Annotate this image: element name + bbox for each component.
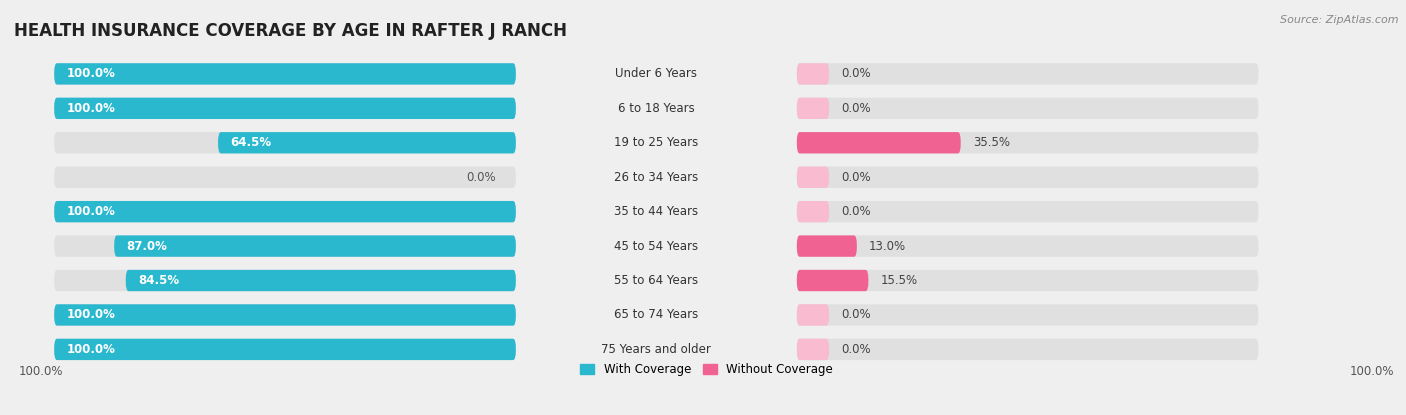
Legend: With Coverage, Without Coverage: With Coverage, Without Coverage: [575, 358, 838, 381]
FancyBboxPatch shape: [797, 270, 1258, 291]
FancyBboxPatch shape: [797, 63, 830, 85]
Text: 35.5%: 35.5%: [973, 136, 1010, 149]
FancyBboxPatch shape: [797, 270, 869, 291]
Text: 19 to 25 Years: 19 to 25 Years: [614, 136, 699, 149]
Text: 6 to 18 Years: 6 to 18 Years: [619, 102, 695, 115]
FancyBboxPatch shape: [797, 98, 1258, 119]
Text: 100.0%: 100.0%: [66, 102, 115, 115]
Text: 26 to 34 Years: 26 to 34 Years: [614, 171, 699, 184]
Text: 100.0%: 100.0%: [66, 67, 115, 81]
Text: 84.5%: 84.5%: [138, 274, 179, 287]
Text: 100.0%: 100.0%: [66, 308, 115, 322]
FancyBboxPatch shape: [55, 201, 516, 222]
FancyBboxPatch shape: [797, 63, 1258, 85]
Text: 100.0%: 100.0%: [66, 205, 115, 218]
FancyBboxPatch shape: [55, 132, 516, 154]
Text: 13.0%: 13.0%: [869, 239, 905, 253]
Text: 0.0%: 0.0%: [841, 308, 870, 322]
FancyBboxPatch shape: [55, 201, 516, 222]
FancyBboxPatch shape: [55, 304, 516, 326]
FancyBboxPatch shape: [797, 201, 1258, 222]
FancyBboxPatch shape: [55, 63, 516, 85]
FancyBboxPatch shape: [797, 201, 830, 222]
FancyBboxPatch shape: [797, 132, 1258, 154]
FancyBboxPatch shape: [797, 339, 1258, 360]
FancyBboxPatch shape: [55, 304, 516, 326]
FancyBboxPatch shape: [55, 98, 516, 119]
FancyBboxPatch shape: [797, 235, 1258, 257]
FancyBboxPatch shape: [55, 98, 516, 119]
Text: 64.5%: 64.5%: [231, 136, 271, 149]
Text: 0.0%: 0.0%: [841, 343, 870, 356]
Text: 75 Years and older: 75 Years and older: [602, 343, 711, 356]
FancyBboxPatch shape: [114, 235, 516, 257]
Text: Under 6 Years: Under 6 Years: [616, 67, 697, 81]
Text: 100.0%: 100.0%: [1350, 365, 1393, 378]
Text: 65 to 74 Years: 65 to 74 Years: [614, 308, 699, 322]
FancyBboxPatch shape: [797, 166, 1258, 188]
Text: 87.0%: 87.0%: [127, 239, 167, 253]
FancyBboxPatch shape: [797, 235, 856, 257]
Text: 0.0%: 0.0%: [841, 205, 870, 218]
Text: 100.0%: 100.0%: [66, 343, 115, 356]
Text: 15.5%: 15.5%: [880, 274, 918, 287]
FancyBboxPatch shape: [125, 270, 516, 291]
FancyBboxPatch shape: [55, 166, 516, 188]
Text: 45 to 54 Years: 45 to 54 Years: [614, 239, 699, 253]
FancyBboxPatch shape: [797, 304, 830, 326]
FancyBboxPatch shape: [55, 339, 516, 360]
FancyBboxPatch shape: [55, 63, 516, 85]
Text: 100.0%: 100.0%: [20, 365, 63, 378]
Text: 55 to 64 Years: 55 to 64 Years: [614, 274, 699, 287]
Text: Source: ZipAtlas.com: Source: ZipAtlas.com: [1281, 15, 1399, 24]
FancyBboxPatch shape: [55, 270, 516, 291]
FancyBboxPatch shape: [797, 132, 960, 154]
Text: 0.0%: 0.0%: [841, 171, 870, 184]
Text: HEALTH INSURANCE COVERAGE BY AGE IN RAFTER J RANCH: HEALTH INSURANCE COVERAGE BY AGE IN RAFT…: [14, 22, 567, 40]
FancyBboxPatch shape: [797, 166, 830, 188]
Text: 0.0%: 0.0%: [841, 102, 870, 115]
FancyBboxPatch shape: [797, 98, 830, 119]
FancyBboxPatch shape: [218, 132, 516, 154]
FancyBboxPatch shape: [55, 235, 516, 257]
FancyBboxPatch shape: [797, 304, 1258, 326]
Text: 35 to 44 Years: 35 to 44 Years: [614, 205, 699, 218]
FancyBboxPatch shape: [797, 339, 830, 360]
Text: 0.0%: 0.0%: [467, 171, 496, 184]
FancyBboxPatch shape: [55, 339, 516, 360]
Text: 0.0%: 0.0%: [841, 67, 870, 81]
